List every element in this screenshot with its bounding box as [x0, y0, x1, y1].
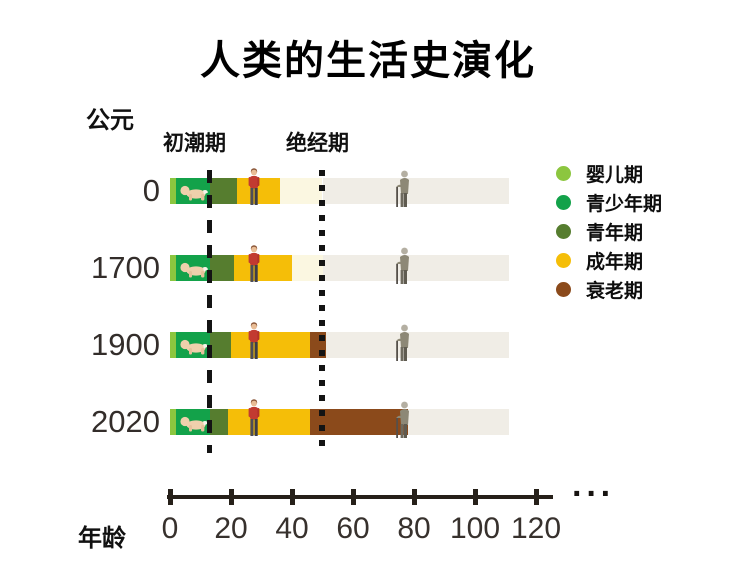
- legend-swatch: [556, 165, 571, 181]
- bar-1700-youth: [209, 255, 235, 281]
- bar-2020-senescence: [310, 409, 408, 435]
- elder-icon: [393, 401, 412, 444]
- bar-1700-potential_adult: [292, 255, 323, 281]
- bar-0-youth: [209, 178, 238, 204]
- axis-tick-label-40: 40: [275, 512, 309, 545]
- legend-item: 衰老期: [556, 278, 662, 302]
- bar-1900-potential_lifespan: [325, 332, 509, 358]
- bar-2020-adult: [227, 409, 311, 435]
- axis-tick-0: [167, 489, 173, 505]
- axis-tick-20: [228, 489, 234, 505]
- adult-icon: [246, 245, 262, 288]
- chart-title: 人类的生活史演化: [200, 39, 536, 83]
- axis-tick-label-0: 0: [161, 512, 179, 545]
- bar-2020-youth: [209, 409, 228, 435]
- axis-tick-label-80: 80: [397, 512, 431, 545]
- axis-tick-label-120: 120: [510, 512, 562, 545]
- bar-2020-potential_lifespan: [407, 409, 509, 435]
- adult-icon: [246, 322, 262, 365]
- legend-item: 成年期: [556, 249, 662, 273]
- legend-item: 婴儿期: [556, 162, 662, 186]
- bar-0-potential_lifespan: [322, 178, 509, 204]
- legend-item-label: 衰老期: [586, 280, 644, 302]
- legend-swatch: [556, 281, 571, 297]
- row-year-label: 1900: [91, 327, 160, 362]
- axis-tick-label-20: 20: [214, 512, 248, 545]
- axis-tick-80: [411, 489, 417, 505]
- baby-icon: [179, 415, 209, 437]
- bar-1900-youth: [209, 332, 231, 358]
- legend-swatch: [556, 194, 571, 210]
- bar-0-potential_adult: [279, 178, 323, 204]
- bar-1900-infant: [170, 332, 177, 358]
- row-year-label: 1700: [91, 250, 160, 285]
- bar-1700-infant: [170, 255, 177, 281]
- legend-item: 青少年期: [556, 191, 663, 215]
- baby-icon: [179, 338, 209, 360]
- axis-tick-label-100: 100: [449, 512, 501, 545]
- legend-item-label: 青少年期: [586, 193, 663, 215]
- legend: 婴儿期青少年期青年期成年期衰老期: [556, 162, 663, 302]
- elder-icon: [393, 247, 412, 290]
- axis-continuation-dots: ···: [572, 475, 615, 513]
- axis-tick-label-60: 60: [336, 512, 370, 545]
- age-axis-label: 年龄: [78, 525, 126, 552]
- baby-icon: [179, 184, 209, 206]
- bar-2020-infant: [170, 409, 177, 435]
- axis-tick-40: [289, 489, 295, 505]
- axis-tick-100: [472, 489, 478, 505]
- legend-item-label: 成年期: [586, 251, 644, 273]
- legend-swatch: [556, 223, 571, 239]
- axis-tick-120: [533, 489, 539, 505]
- legend-item-label: 婴儿期: [586, 164, 644, 186]
- row-year-label: 0: [142, 173, 160, 208]
- menarche-label: 初潮期: [163, 132, 226, 155]
- legend-swatch: [556, 252, 571, 268]
- legend-item: 青年期: [556, 220, 662, 244]
- axis-tick-60: [350, 489, 356, 505]
- era-label: 公元: [86, 107, 134, 134]
- bar-1700-adult: [234, 255, 292, 281]
- bar-0-infant: [170, 178, 177, 204]
- adult-icon: [246, 399, 262, 442]
- legend-item-label: 青年期: [586, 222, 644, 244]
- menarche-reference-line: [207, 170, 212, 453]
- elder-icon: [393, 170, 412, 213]
- elder-icon: [393, 324, 412, 367]
- baby-icon: [179, 261, 209, 283]
- menopause-reference-line: [319, 170, 325, 453]
- bar-1700-potential_lifespan: [322, 255, 509, 281]
- row-year-label: 2020: [91, 404, 160, 439]
- age-axis-line: [167, 495, 553, 499]
- bar-1900-adult: [231, 332, 311, 358]
- menopause-label: 绝经期: [286, 132, 349, 155]
- adult-icon: [246, 168, 262, 211]
